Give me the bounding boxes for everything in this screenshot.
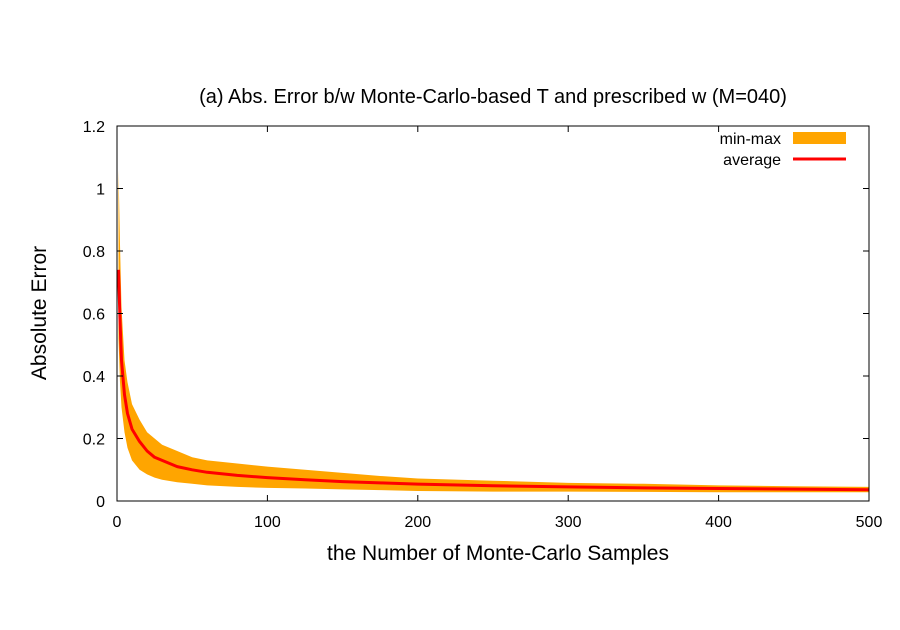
- plot-frame: [116, 125, 870, 502]
- legend-label-average: average: [723, 152, 781, 169]
- chart-title: (a) Abs. Error b/w Monte-Carlo-based T a…: [199, 86, 787, 108]
- y-tick-label: 0.8: [83, 244, 105, 261]
- min-max-band-layer: [118, 169, 869, 493]
- x-tick-label: 200: [404, 514, 431, 531]
- x-tick-label: 500: [856, 514, 883, 531]
- x-tick-label: 100: [254, 514, 281, 531]
- x-tick-label: 0: [113, 514, 122, 531]
- y-tick-label: 1: [96, 182, 105, 199]
- y-tick-label: 1.2: [83, 119, 105, 136]
- average-line: [117, 269, 870, 492]
- average-line-layer: [117, 269, 870, 492]
- x-tick-label: 300: [555, 514, 582, 531]
- legend-swatch-min-max: [793, 132, 846, 144]
- legend-label-min-max: min-max: [720, 131, 781, 148]
- min-max-band: [118, 169, 869, 493]
- y-axis-title: Absolute Error: [28, 246, 51, 380]
- legend: min-max average: [720, 131, 846, 169]
- y-tick-label: 0: [96, 494, 105, 511]
- y-tick-label: 0.6: [83, 307, 105, 324]
- y-tick-label: 0.4: [83, 369, 105, 386]
- x-axis-title: the Number of Monte-Carlo Samples: [327, 542, 669, 565]
- x-tick-label: 400: [705, 514, 732, 531]
- y-tick-label: 0.2: [83, 432, 105, 449]
- ticks-layer: 0 100 200 300 400 500 0 0.2 0.4 0.6 0.8 1 1.2: [83, 119, 883, 531]
